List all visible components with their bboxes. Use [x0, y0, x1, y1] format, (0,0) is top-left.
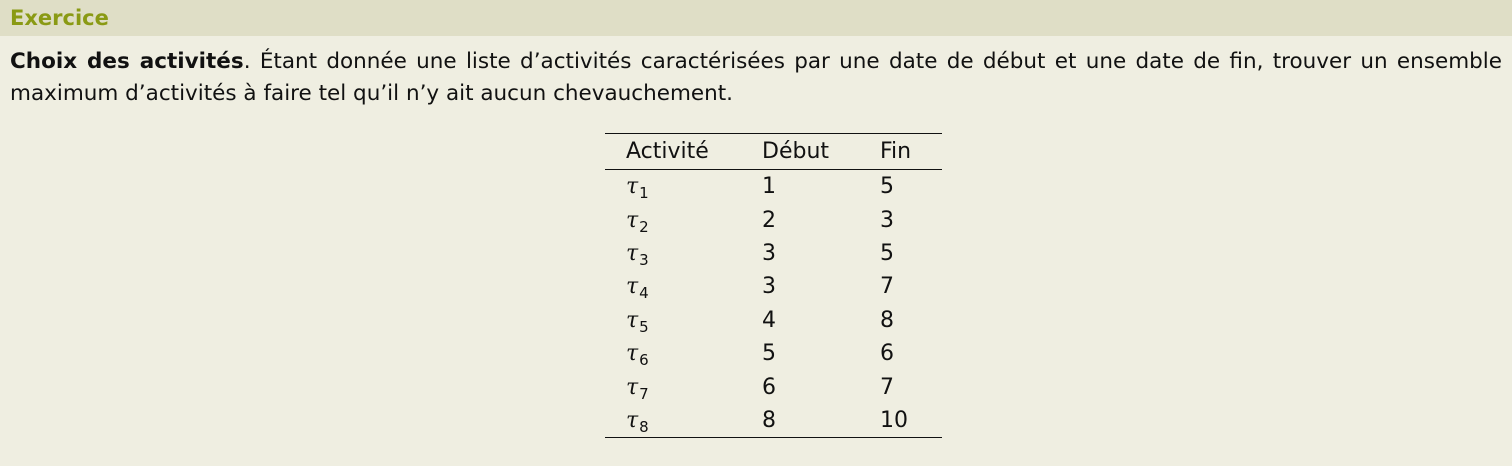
fin-cell: 6 — [880, 341, 894, 367]
activity-cell: τ8 — [605, 404, 762, 438]
tau-symbol: τ — [626, 307, 639, 333]
table-row: τ5 4 8 — [605, 304, 942, 337]
header-activite: Activité — [626, 139, 709, 164]
debut-cell: 3 — [762, 274, 776, 300]
activity-cell: τ1 — [605, 170, 762, 204]
activities-table-wrap: Activité Début Fin τ1 1 5 τ2 2 3 τ3 — [605, 133, 942, 438]
table-row: τ8 8 10 — [605, 404, 942, 438]
table-row: τ7 6 7 — [605, 370, 942, 403]
exercise-statement: Choix des activités. Étant donnée une li… — [10, 46, 1502, 110]
table-row: τ3 3 5 — [605, 237, 942, 270]
table-row: τ4 3 7 — [605, 270, 942, 303]
block-header: Exercice — [0, 0, 1512, 36]
tau-symbol: τ — [626, 174, 639, 200]
table-row: τ2 2 3 — [605, 203, 942, 236]
tau-symbol: τ — [626, 207, 639, 233]
header-debut: Début — [762, 139, 830, 164]
activity-index: 5 — [639, 317, 649, 336]
activity-cell: τ5 — [605, 304, 762, 337]
statement-text: . Étant donnée une liste d’activités car… — [10, 49, 1503, 106]
activity-cell: τ4 — [605, 270, 762, 303]
table-header-row: Activité Début Fin — [605, 133, 942, 170]
fin-cell: 10 — [880, 407, 908, 433]
debut-cell: 6 — [762, 374, 776, 400]
fin-cell: 7 — [880, 274, 894, 300]
activity-cell: τ7 — [605, 370, 762, 403]
statement-lead: Choix des activités — [10, 49, 244, 74]
fin-cell: 3 — [880, 207, 894, 233]
activity-index: 2 — [639, 217, 649, 236]
block-title: Exercice — [10, 6, 109, 30]
activity-index: 6 — [639, 351, 649, 370]
table-row: τ6 5 6 — [605, 337, 942, 370]
activity-cell: τ6 — [605, 337, 762, 370]
activity-cell: τ2 — [605, 203, 762, 236]
table-row: τ1 1 5 — [605, 170, 942, 204]
activity-cell: τ3 — [605, 237, 762, 270]
debut-cell: 3 — [762, 240, 776, 266]
tau-symbol: τ — [626, 407, 639, 433]
debut-cell: 4 — [762, 307, 776, 333]
fin-cell: 5 — [880, 240, 894, 266]
activity-index: 8 — [639, 417, 649, 436]
fin-cell: 8 — [880, 307, 894, 333]
activity-index: 7 — [639, 384, 649, 403]
header-fin: Fin — [880, 139, 912, 164]
activity-index: 4 — [639, 284, 649, 303]
tau-symbol: τ — [626, 374, 639, 400]
block-body: Choix des activités. Étant donnée une li… — [0, 36, 1512, 110]
debut-cell: 5 — [762, 341, 776, 367]
tau-symbol: τ — [626, 240, 639, 266]
activity-index: 1 — [639, 184, 649, 203]
tau-symbol: τ — [626, 341, 639, 367]
activity-index: 3 — [639, 250, 649, 269]
debut-cell: 1 — [762, 174, 776, 200]
fin-cell: 5 — [880, 174, 894, 200]
debut-cell: 8 — [762, 407, 776, 433]
tau-symbol: τ — [626, 274, 639, 300]
activities-table: Activité Début Fin τ1 1 5 τ2 2 3 τ3 — [605, 133, 942, 438]
debut-cell: 2 — [762, 207, 776, 233]
fin-cell: 7 — [880, 374, 894, 400]
